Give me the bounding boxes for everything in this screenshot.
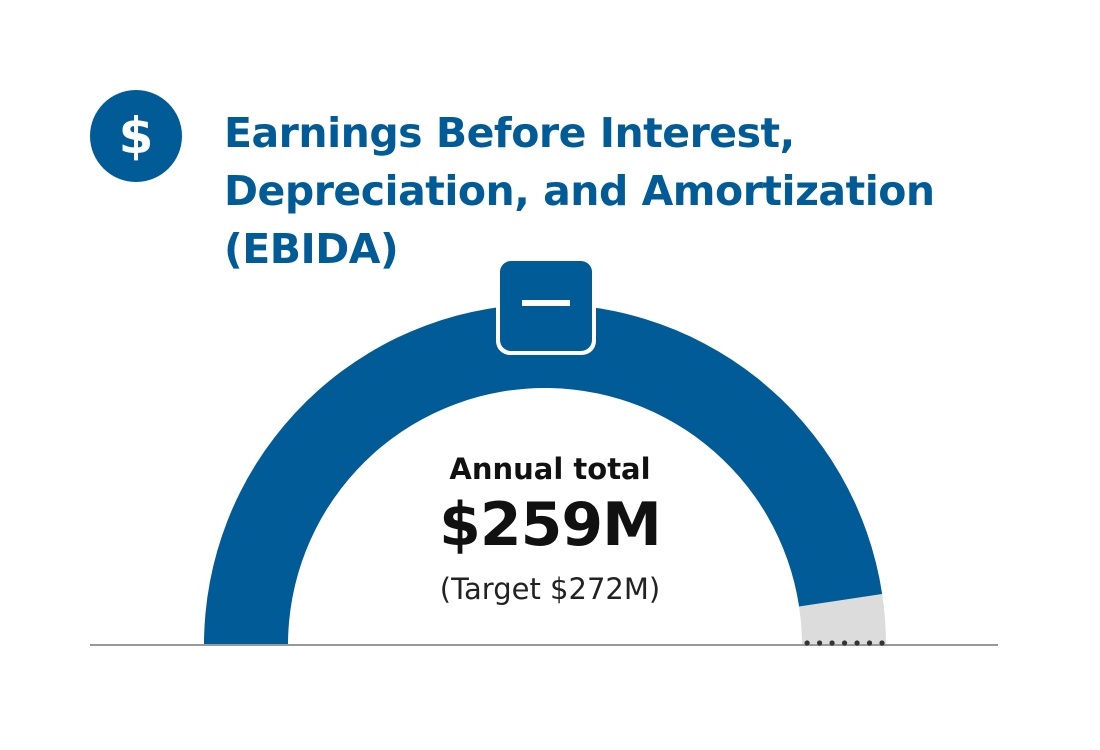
remainder-dot	[854, 640, 860, 646]
minus-icon	[522, 300, 570, 306]
remainder-dot	[816, 640, 823, 646]
gauge-target: (Target $272M)	[439, 572, 661, 606]
remainder-dot	[879, 640, 885, 646]
remainder-dot	[804, 640, 810, 646]
dollar-icon: $	[90, 90, 182, 182]
chart-title: Earnings Before Interest, Depreciation, …	[224, 104, 935, 278]
gauge-label: Annual total	[449, 452, 651, 486]
gauge-value: $259M	[439, 490, 662, 560]
title-line-1: Earnings Before Interest,	[224, 109, 795, 157]
minus-status-badge	[496, 257, 596, 355]
gauge-remainder-arc	[799, 593, 886, 645]
remainder-dots	[804, 640, 885, 646]
title-line-2: Depreciation, and Amortization	[224, 167, 935, 215]
remainder-dot	[841, 640, 848, 646]
remainder-dot	[829, 640, 835, 646]
gauge-value-arc	[204, 303, 883, 645]
title-line-3: (EBIDA)	[224, 225, 399, 273]
remainder-dot	[866, 640, 873, 646]
